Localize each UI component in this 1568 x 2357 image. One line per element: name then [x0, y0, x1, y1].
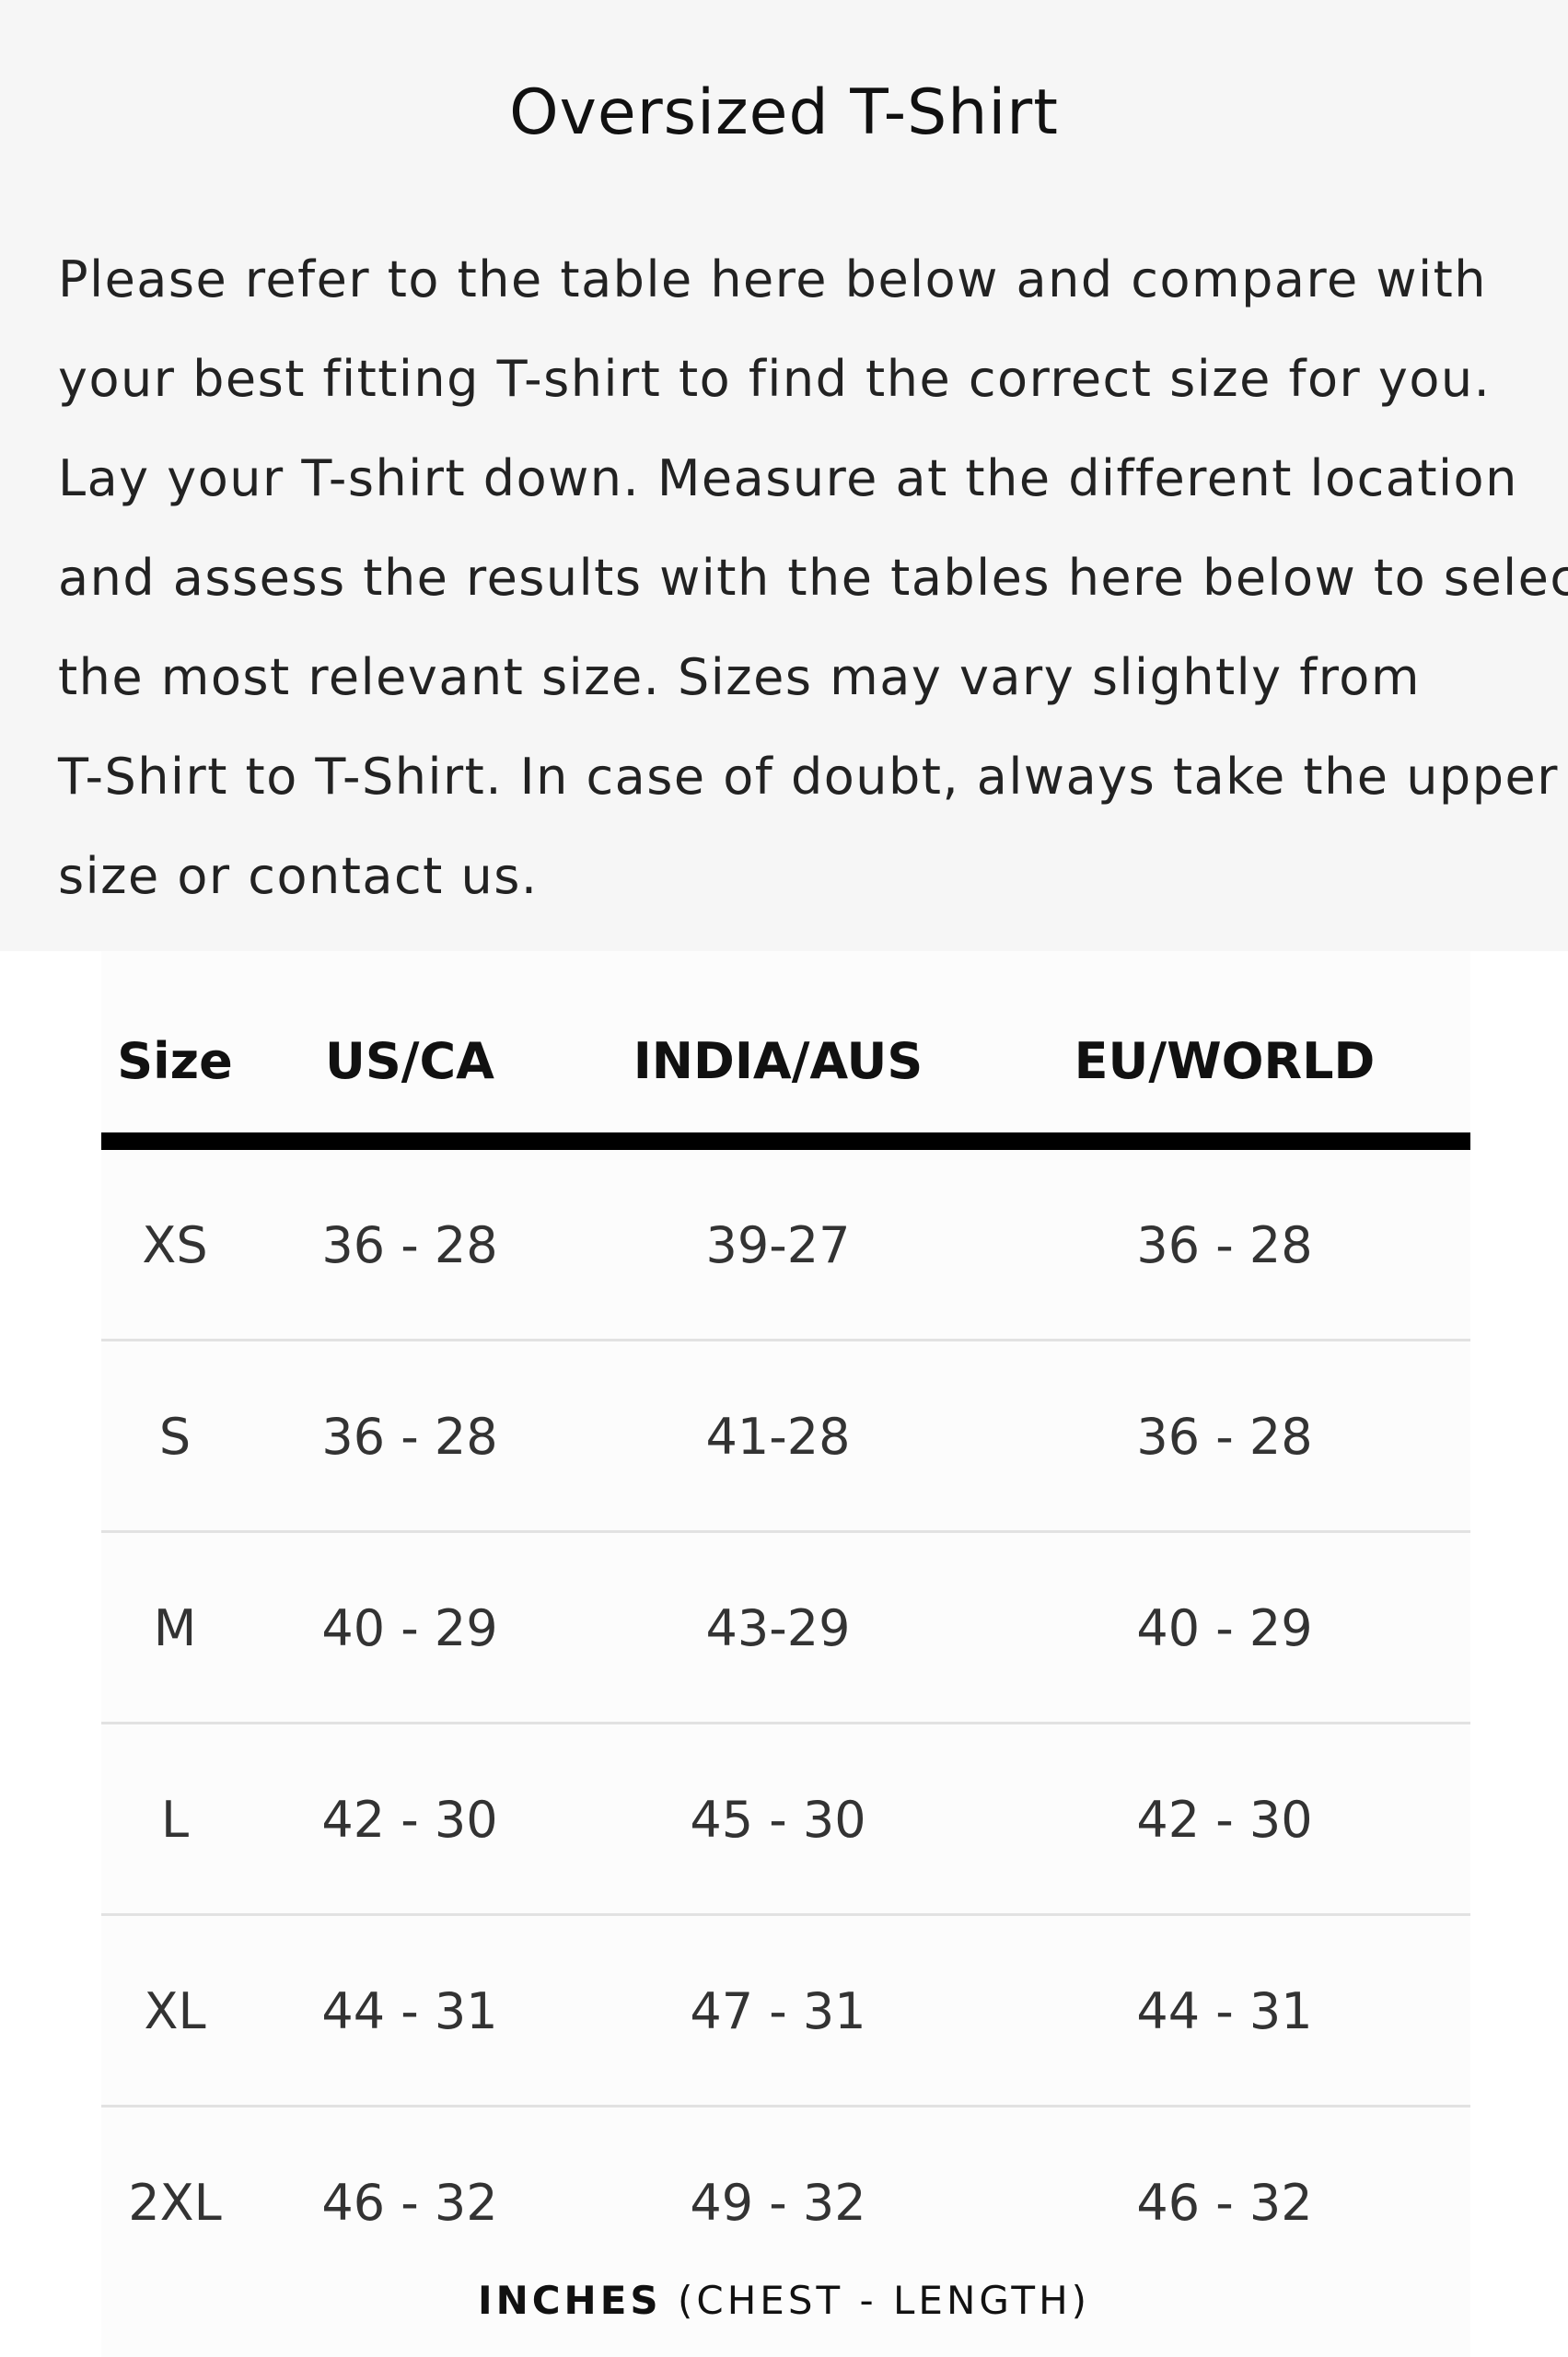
cell-india-aus: 43-29 [705, 1599, 851, 1657]
cell-india-aus: 45 - 30 [690, 1791, 866, 1849]
unit-caption: INCHES (CHEST - LENGTH) [0, 2269, 1568, 2333]
table-row: L 42 - 30 45 - 30 42 - 30 [101, 1724, 1470, 1916]
cell-us-ca: 42 - 30 [321, 1791, 498, 1849]
page-title: Oversized T-Shirt [509, 76, 1059, 149]
description-line: the most relevant size. Sizes may vary s… [58, 648, 1421, 706]
cell-eu-world: 40 - 29 [1136, 1599, 1313, 1657]
size-table: Size US/CA INDIA/AUS EU/WORLD XS 36 - 28… [101, 951, 1470, 2357]
cell-us-ca: 40 - 29 [321, 1599, 498, 1657]
table-row: XL 44 - 31 47 - 31 44 - 31 [101, 1916, 1470, 2107]
cell-india-aus: 49 - 32 [690, 2174, 866, 2232]
cell-eu-world: 42 - 30 [1136, 1791, 1313, 1849]
cell-us-ca: 44 - 31 [321, 1982, 498, 2040]
cell-size: L [160, 1791, 190, 1849]
cell-india-aus: 41-28 [705, 1408, 851, 1466]
row-divider [101, 1339, 1470, 1341]
row-divider [101, 1913, 1470, 1916]
cell-size: S [158, 1408, 192, 1466]
cell-eu-world: 44 - 31 [1136, 1982, 1313, 2040]
cell-india-aus: 39-27 [705, 1216, 851, 1274]
cell-eu-world: 36 - 28 [1136, 1408, 1313, 1466]
description-line: T-Shirt to T-Shirt. In case of doubt, al… [58, 748, 1559, 806]
size-guide-description: Please refer to the table here below and… [58, 230, 1568, 926]
description-line: Please refer to the table here below and… [58, 250, 1487, 308]
table-row: M 40 - 29 43-29 40 - 29 [101, 1533, 1470, 1724]
description-line: Lay your T-shirt down. Measure at the di… [58, 449, 1518, 507]
cell-eu-world: 36 - 28 [1136, 1216, 1313, 1274]
unit-measurements: (CHEST - LENGTH) [661, 2278, 1091, 2323]
cell-us-ca: 36 - 28 [321, 1408, 498, 1466]
table-row: XS 36 - 28 39-27 36 - 28 [101, 1150, 1470, 1341]
row-divider [101, 1722, 1470, 1724]
description-line: your best fitting T-shirt to find the co… [58, 350, 1492, 408]
table-row: 2XL 46 - 32 49 - 32 46 - 32 [101, 2107, 1470, 2299]
header-india-aus: INDIA/AUS [633, 1032, 923, 1090]
table-header-row: Size US/CA INDIA/AUS EU/WORLD [101, 951, 1470, 1131]
cell-us-ca: 36 - 28 [321, 1216, 498, 1274]
cell-size: 2XL [128, 2174, 222, 2232]
header-size: Size [117, 1032, 233, 1090]
cell-india-aus: 47 - 31 [690, 1982, 866, 2040]
cell-eu-world: 46 - 32 [1136, 2174, 1313, 2232]
header-eu-world: EU/WORLD [1074, 1032, 1376, 1090]
intro-section: Oversized T-Shirt Please refer to the ta… [0, 0, 1568, 951]
header-divider [101, 1132, 1470, 1150]
cell-size: XS [142, 1216, 208, 1274]
description-line: size or contact us. [58, 847, 539, 905]
row-divider [101, 2105, 1470, 2107]
header-us-ca: US/CA [325, 1032, 494, 1090]
unit-label: INCHES [477, 2278, 662, 2323]
cell-size: M [153, 1599, 197, 1657]
description-line: and assess the results with the tables h… [58, 549, 1568, 607]
cell-size: XL [144, 1982, 206, 2040]
cell-us-ca: 46 - 32 [321, 2174, 498, 2232]
table-row: S 36 - 28 41-28 36 - 28 [101, 1341, 1470, 1533]
row-divider [101, 1530, 1470, 1533]
